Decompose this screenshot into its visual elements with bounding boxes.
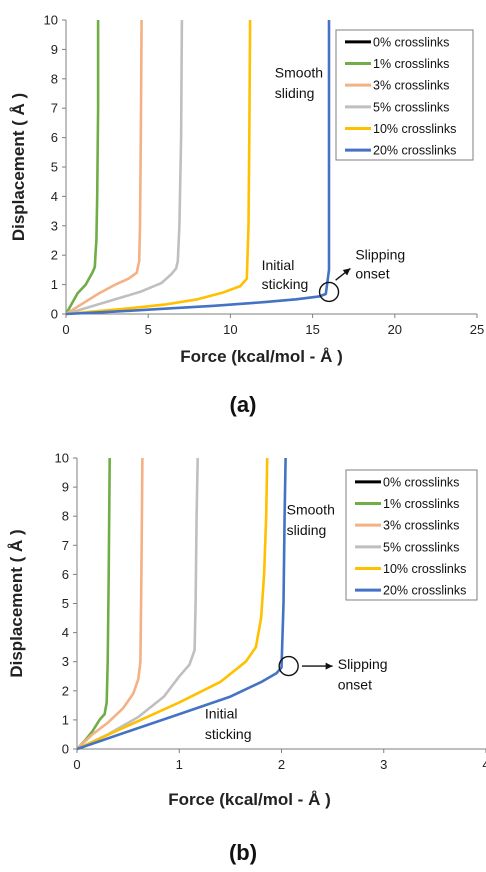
y-tick-label: 10: [44, 13, 58, 28]
y-tick-label: 3: [62, 654, 69, 669]
y-tick-label: 9: [62, 480, 69, 495]
x-tick-label: 4: [482, 757, 486, 772]
y-tick-label: 9: [51, 42, 58, 57]
panel-label: (b): [229, 840, 257, 865]
chart-panel-a: 0 1 2 3 4 5 6 7 8 9 10 0 5 10 15 20 25 Force (kcal/mol - …: [9, 13, 484, 418]
panel-label: (a): [230, 392, 257, 417]
x-axis-title: Force (kcal/mol - Å ): [180, 347, 342, 366]
legend-label: 20% crosslinks: [383, 584, 466, 598]
slipping-onset-circle: [318, 281, 340, 303]
annotation-text: onset: [338, 676, 372, 692]
y-axis-title: Displacement ( Å ): [9, 93, 28, 241]
legend-label: 1% crosslinks: [373, 57, 449, 71]
series-line-10-crosslinks: [76, 457, 269, 751]
legend-label: 10% crosslinks: [383, 562, 466, 576]
y-tick-label: 10: [55, 451, 69, 466]
y-tick-label: 6: [62, 567, 69, 582]
x-tick-label: 0: [62, 322, 69, 337]
x-tick-label: 3: [380, 757, 387, 772]
annotation-text: Slipping: [338, 656, 388, 672]
legend-label: 10% crosslinks: [373, 122, 456, 136]
annotation-text: sticking: [205, 726, 252, 742]
y-tick-label: 4: [51, 189, 58, 204]
series-line-5-crosslinks: [76, 457, 199, 751]
slipping-onset-circle: [278, 655, 299, 677]
legend-label: 3% crosslinks: [373, 79, 449, 93]
chart-panel-b: 0 1 2 3 4 5 6 7 8 9 10 0 1 2 3 4 Force (kcal/mol - Å ) Di…: [7, 451, 486, 865]
y-tick-label: 8: [51, 71, 58, 86]
series-line-3-crosslinks: [76, 457, 144, 750]
y-tick-label: 7: [62, 538, 69, 553]
y-tick-label: 5: [62, 596, 69, 611]
legend-label: 5% crosslinks: [383, 540, 459, 554]
x-tick-label: 10: [223, 322, 237, 337]
series-line-10-crosslinks: [65, 19, 252, 316]
annotation-text: sticking: [262, 276, 309, 292]
y-axis-title: Displacement ( Å ): [7, 529, 26, 677]
y-tick-label: 2: [51, 248, 58, 263]
legend-label: 3% crosslinks: [383, 519, 459, 533]
y-tick-label: 2: [62, 683, 69, 698]
annotation-text: Slipping: [355, 247, 405, 263]
legend-label: 0% crosslinks: [383, 475, 459, 489]
x-axis-title: Force (kcal/mol - Å ): [168, 790, 330, 809]
annotation-text: Smooth: [275, 64, 323, 80]
annotation-text: Initial: [262, 257, 295, 273]
y-tick-label: 3: [51, 218, 58, 233]
legend-label: 1% crosslinks: [383, 497, 459, 511]
series-line-1-crosslinks: [64, 20, 100, 315]
series-line-20-crosslinks: [76, 457, 287, 751]
series-line-5-crosslinks: [65, 19, 184, 316]
y-tick-label: 8: [62, 509, 69, 524]
legend-label: 5% crosslinks: [373, 100, 449, 114]
series-line-20-crosslinks: [65, 20, 331, 316]
y-tick-label: 0: [51, 307, 58, 322]
annotation-text: onset: [355, 266, 389, 282]
legend-label: 20% crosslinks: [373, 144, 456, 158]
arrow-head: [325, 662, 333, 670]
annotation-text: Initial: [205, 705, 238, 721]
annotation-text: sliding: [275, 85, 315, 101]
x-tick-label: 20: [388, 322, 402, 337]
y-tick-label: 7: [51, 101, 58, 116]
legend-box: [335, 29, 474, 161]
y-tick-label: 1: [51, 277, 58, 292]
series-line-3-crosslinks: [65, 19, 143, 316]
x-tick-label: 1: [176, 757, 183, 772]
x-tick-label: 2: [278, 757, 285, 772]
y-tick-label: 1: [62, 712, 69, 727]
annotation-text: sliding: [287, 522, 327, 538]
x-tick-label: 15: [305, 322, 319, 337]
x-tick-label: 0: [73, 757, 80, 772]
annotation-text: Smooth: [287, 502, 335, 518]
x-tick-label: 5: [145, 322, 152, 337]
legend-box: [345, 469, 478, 601]
y-tick-label: 0: [62, 742, 69, 757]
arrow-head: [342, 268, 351, 276]
x-tick-label: 25: [470, 322, 484, 337]
y-tick-label: 5: [51, 160, 58, 175]
legend-label: 0% crosslinks: [373, 35, 449, 49]
y-tick-label: 6: [51, 130, 58, 145]
y-tick-label: 4: [62, 625, 69, 640]
